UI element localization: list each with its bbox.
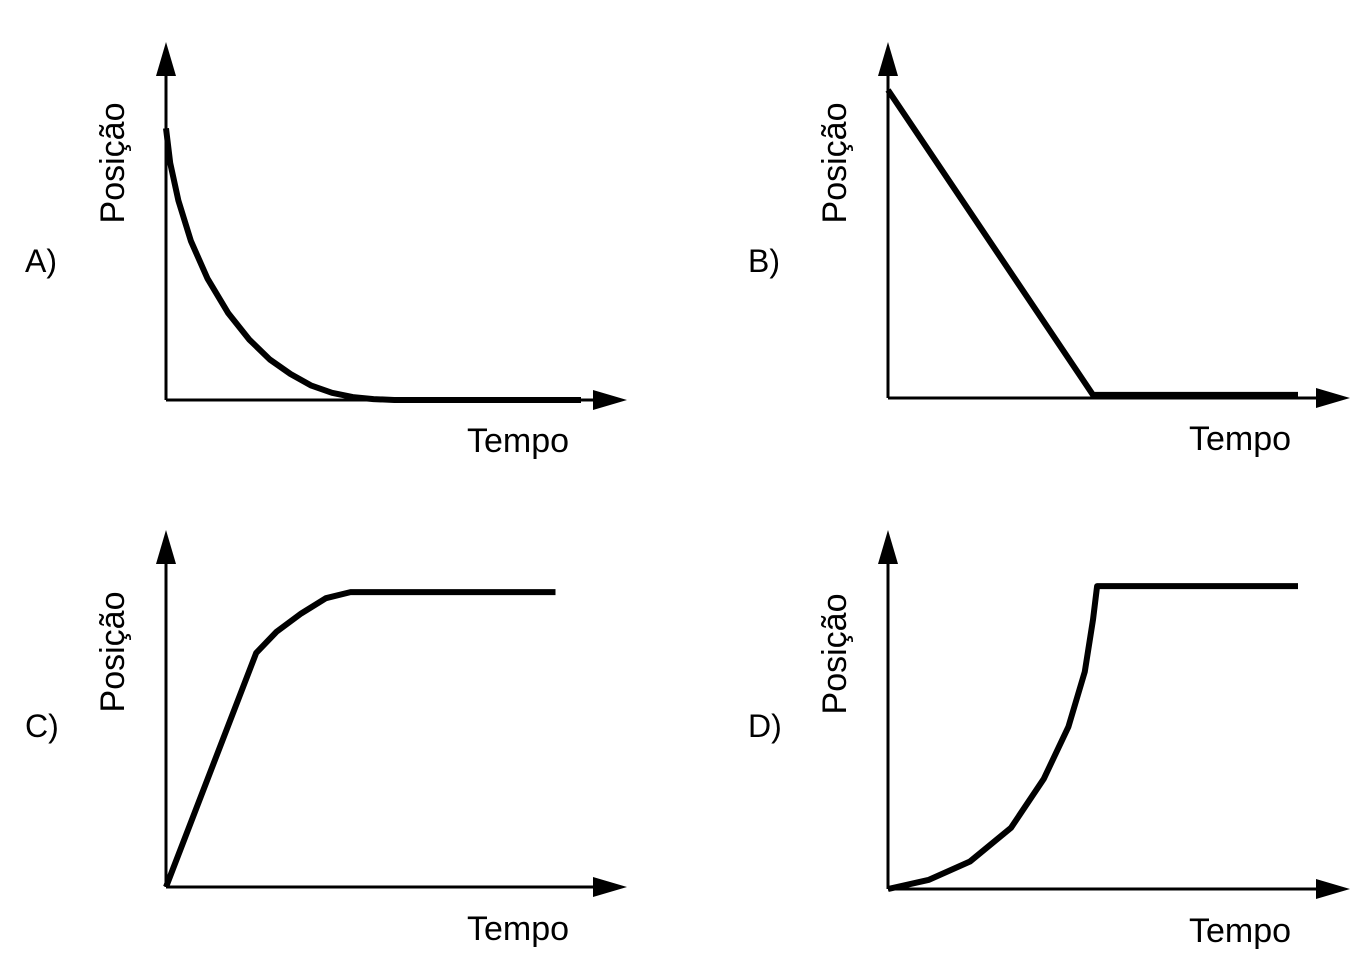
x-axis-arrowhead	[593, 877, 627, 897]
series-line	[885, 88, 1298, 398]
panel-label: D)	[748, 708, 782, 744]
x-axis-label: Tempo	[1189, 420, 1291, 458]
chart-panel-c: C) Posição Tempo	[25, 530, 627, 948]
panel-label: A)	[25, 243, 57, 279]
x-axis-arrowhead	[593, 390, 627, 410]
series-line	[163, 127, 581, 403]
series-line	[887, 583, 1298, 892]
y-axis-label: Posição	[94, 592, 132, 713]
x-axis-label: Tempo	[1189, 912, 1291, 950]
y-axis-label: Posição	[816, 594, 854, 715]
series-line	[163, 589, 556, 889]
x-axis-label: Tempo	[467, 422, 569, 460]
y-axis-arrowhead	[878, 530, 898, 564]
chart-panel-a: A) Posição Tempo	[25, 42, 627, 460]
panel-label: C)	[25, 708, 59, 744]
x-axis-arrowhead	[1316, 879, 1350, 899]
chart-panel-d: D) Posição Tempo	[748, 530, 1350, 950]
y-axis-arrowhead	[156, 530, 176, 564]
y-axis-arrowhead	[156, 42, 176, 76]
y-axis-arrowhead	[878, 42, 898, 76]
x-axis-arrowhead	[1316, 388, 1350, 408]
y-axis-label: Posição	[94, 103, 132, 224]
x-axis-label: Tempo	[467, 910, 569, 948]
y-axis-label: Posição	[816, 103, 854, 224]
panel-label: B)	[748, 243, 780, 279]
chart-panel-b: B) Posição Tempo	[748, 42, 1350, 458]
